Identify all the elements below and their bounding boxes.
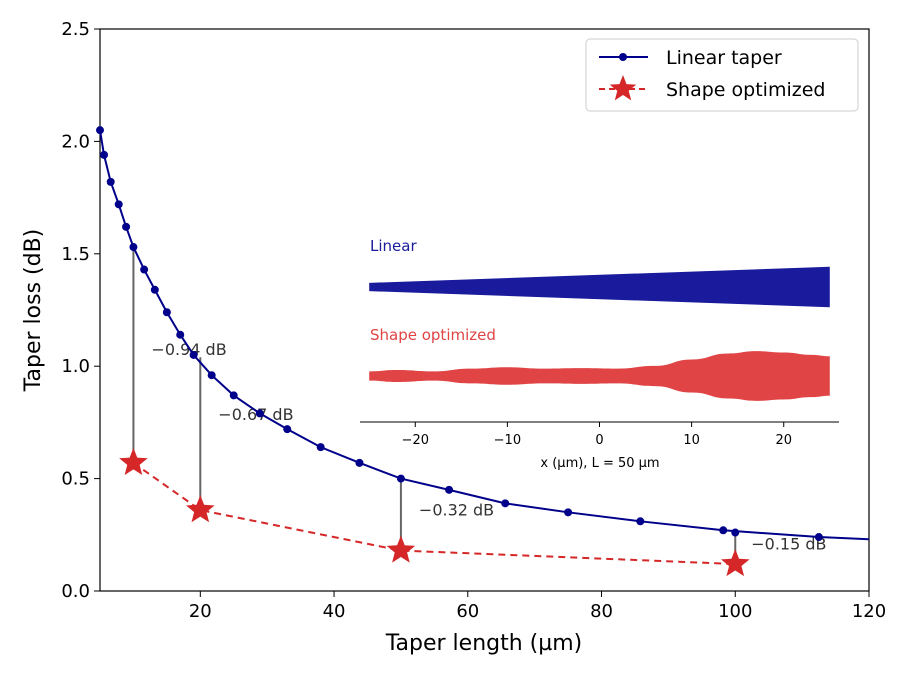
shape-optimized-point: [119, 447, 148, 475]
shape-optimized-point: [386, 535, 416, 563]
x-tick-label: 100: [718, 601, 752, 622]
linear-taper-point: [162, 308, 171, 317]
linear-taper-point: [150, 285, 159, 294]
inset-optimized-label: Shape optimized: [370, 326, 496, 344]
y-axis-title: Taper loss (dB): [21, 229, 46, 393]
inset-x-tick-label: −20: [402, 433, 429, 448]
inset-x-axis-title: x (µm), L = 50 µm: [540, 456, 659, 471]
y-tick-label: 0.5: [61, 469, 90, 490]
shape-optimized-line: [132, 462, 736, 566]
y-tick-label: 1.5: [61, 244, 90, 265]
legend-linear-label: Linear taper: [666, 47, 782, 69]
legend-box: [585, 38, 859, 112]
y-tick-label: 2.0: [61, 131, 90, 152]
linear-taper-point: [140, 265, 149, 274]
linear-taper-point: [731, 528, 740, 537]
x-tick-label: 60: [456, 601, 479, 622]
linear-taper-point: [814, 533, 823, 542]
linear-taper-point: [355, 458, 364, 467]
inset-x-tick-label: 10: [683, 433, 700, 448]
linear-taper-point: [100, 150, 109, 159]
x-tick-label: 120: [852, 601, 886, 622]
linear-taper-point: [96, 126, 104, 135]
improvement-label: −0.15 dB: [751, 535, 826, 554]
inset-linear-label: Linear: [370, 237, 417, 255]
linear-taper-point: [636, 517, 645, 526]
linear-taper-point: [122, 222, 131, 231]
legend: Linear taper Shape optimized: [585, 38, 859, 112]
inset-x-tick-label: 20: [775, 433, 792, 448]
x-tick-label: 80: [590, 601, 613, 622]
y-tick-label: 1.0: [61, 356, 90, 377]
plot-area-frame: [99, 28, 870, 592]
legend-optimized-label: Shape optimized: [666, 79, 825, 101]
linear-taper-point: [189, 350, 198, 359]
x-axis-title: Taper length (µm): [385, 631, 583, 656]
linear-taper-point: [106, 177, 115, 186]
inset-x-ticks: −20 −10 0 10 20: [402, 422, 792, 448]
linear-taper-point: [283, 425, 292, 434]
y-tick-label: 2.5: [61, 19, 90, 40]
linear-taper-point: [229, 391, 238, 400]
legend-optimized-marker: [609, 75, 637, 101]
linear-taper-point: [316, 443, 325, 452]
series-linear-taper: [96, 126, 870, 542]
inset-x-tick-label: 0: [595, 433, 603, 448]
improvement-label: −0.32 dB: [419, 501, 494, 520]
inset-x-tick-label: −10: [494, 433, 521, 448]
series-shape-optimized: [119, 447, 750, 577]
linear-taper-point: [501, 499, 510, 508]
linear-taper-point: [564, 508, 573, 517]
x-tick-label: 40: [323, 601, 346, 622]
linear-taper-point: [255, 409, 264, 418]
inset-chart: Linear Shape optimized −20 −10 0 10 20 x (µm…: [360, 237, 839, 471]
linear-taper-point: [176, 330, 185, 339]
linear-taper-point: [396, 474, 405, 483]
x-axis: 20 40 60 80 100 120: [189, 591, 886, 622]
linear-taper-point: [207, 371, 216, 380]
improvement-label: −0.67 dB: [218, 405, 293, 424]
inset-optimized-taper-shape: [369, 351, 830, 401]
x-tick-label: 20: [189, 601, 212, 622]
y-tick-label: 0.0: [61, 581, 90, 602]
linear-taper-point: [114, 200, 123, 209]
shape-optimized-point: [186, 495, 215, 523]
legend-linear-marker: [619, 53, 627, 61]
linear-taper-point: [129, 243, 138, 252]
linear-taper-point: [719, 526, 728, 535]
y-axis: 0.0 0.5 1.0 1.5 2.0 2.5: [61, 19, 100, 602]
shape-optimized-point: [721, 549, 750, 577]
inset-linear-taper-shape: [369, 266, 830, 308]
linear-taper-point: [445, 485, 454, 494]
